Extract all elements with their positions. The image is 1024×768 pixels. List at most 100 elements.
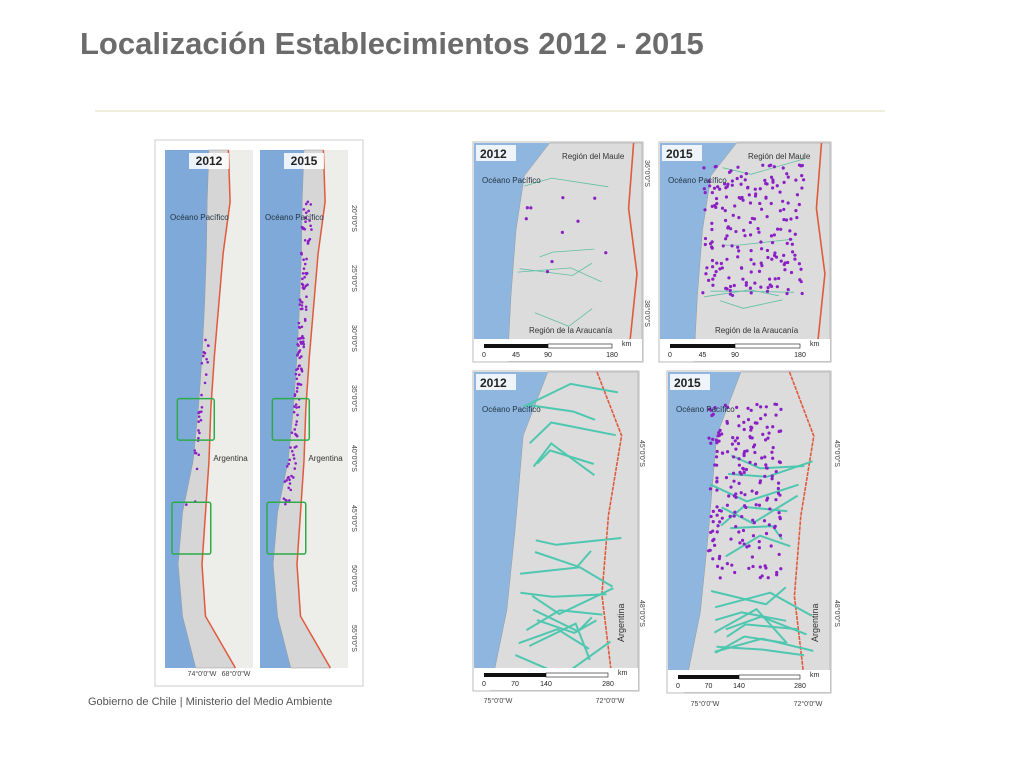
site-dot bbox=[739, 491, 743, 495]
site-dot bbox=[739, 182, 743, 186]
site-dot bbox=[724, 286, 728, 290]
site-dot bbox=[747, 566, 751, 570]
site-dot bbox=[707, 549, 711, 553]
site-dot bbox=[723, 209, 727, 213]
site-dot bbox=[184, 503, 188, 506]
region-line bbox=[710, 290, 795, 293]
site-dot bbox=[604, 251, 608, 255]
site-dot bbox=[715, 513, 719, 517]
slide-title: Localización Establecimientos 2012 - 201… bbox=[80, 26, 704, 61]
scale-label: 180 bbox=[794, 352, 806, 359]
site-dot bbox=[743, 234, 747, 238]
site-dot bbox=[300, 304, 304, 307]
site-dot bbox=[711, 437, 715, 441]
region-line bbox=[529, 421, 616, 445]
site-dot bbox=[771, 425, 775, 429]
site-dot bbox=[749, 270, 753, 274]
site-dot bbox=[524, 217, 528, 221]
site-dot bbox=[713, 406, 717, 410]
site-dot bbox=[724, 237, 728, 241]
site-dot bbox=[795, 193, 800, 197]
scale-unit: km bbox=[810, 341, 820, 348]
site-dot bbox=[295, 390, 299, 393]
site-dot bbox=[786, 260, 790, 265]
site-dot bbox=[738, 541, 742, 545]
site-dot bbox=[284, 502, 287, 506]
site-dot bbox=[734, 447, 738, 451]
site-dot bbox=[297, 382, 301, 386]
site-dot bbox=[769, 284, 774, 288]
site-dot bbox=[763, 178, 767, 182]
year-label: 2015 bbox=[291, 154, 318, 168]
site-dot bbox=[296, 413, 299, 417]
site-dot bbox=[309, 203, 313, 206]
site-dot bbox=[799, 267, 803, 271]
site-dot bbox=[206, 360, 209, 364]
country-label: Argentina bbox=[810, 603, 820, 642]
site-dot bbox=[743, 178, 747, 182]
site-dot bbox=[735, 176, 739, 181]
site-dot bbox=[734, 524, 738, 529]
site-dot bbox=[723, 218, 728, 223]
scale-label: 70 bbox=[705, 683, 713, 690]
site-dot bbox=[763, 455, 767, 459]
site-dot bbox=[301, 334, 304, 338]
site-dot bbox=[707, 436, 711, 440]
site-dot bbox=[773, 277, 777, 281]
scale-label: 0 bbox=[482, 681, 486, 688]
site-dot bbox=[781, 199, 785, 203]
site-dot bbox=[703, 208, 707, 212]
site-dot bbox=[776, 491, 781, 496]
ocean-label: Océano Pacífico bbox=[676, 405, 735, 414]
site-dot bbox=[707, 278, 711, 283]
site-dot bbox=[716, 524, 720, 528]
site-dot bbox=[302, 267, 306, 270]
site-dot bbox=[773, 525, 777, 530]
site-dot bbox=[779, 407, 783, 411]
site-dot bbox=[778, 190, 782, 194]
site-dot bbox=[737, 457, 741, 461]
site-dot bbox=[759, 285, 763, 289]
site-dot bbox=[294, 423, 298, 426]
site-dot bbox=[774, 402, 779, 407]
region-line bbox=[709, 483, 799, 503]
site-dot bbox=[731, 471, 736, 475]
site-dot bbox=[749, 428, 753, 432]
site-dot bbox=[766, 436, 770, 440]
site-dot bbox=[757, 546, 761, 550]
country-label: Argentina bbox=[213, 454, 248, 463]
lat-label: 38°0'0"S bbox=[643, 300, 651, 327]
scale-label: 70 bbox=[511, 681, 519, 688]
site-dot bbox=[529, 206, 533, 210]
ocean-label: Océano Pacífico bbox=[668, 176, 727, 185]
site-dot bbox=[740, 514, 744, 519]
site-dot bbox=[775, 184, 779, 188]
site-dot bbox=[725, 257, 729, 261]
site-dot bbox=[739, 175, 743, 179]
region-line bbox=[534, 308, 593, 327]
site-dot bbox=[765, 496, 770, 500]
region-line bbox=[720, 299, 783, 309]
lon-label: 75°0'0"W bbox=[484, 697, 513, 705]
region-line bbox=[539, 248, 595, 258]
site-dot bbox=[752, 262, 756, 266]
site-dot bbox=[701, 291, 705, 295]
site-dot bbox=[300, 252, 303, 256]
site-dot bbox=[725, 405, 730, 409]
border-line bbox=[815, 142, 826, 340]
site-dot bbox=[771, 445, 775, 450]
site-dot bbox=[707, 179, 711, 183]
site-dot bbox=[199, 418, 203, 422]
site-dot bbox=[750, 216, 754, 221]
site-dot bbox=[777, 552, 781, 557]
site-dot bbox=[727, 494, 731, 498]
site-dot bbox=[304, 216, 307, 219]
site-dot bbox=[734, 229, 738, 234]
site-dot bbox=[550, 259, 554, 264]
site-dot bbox=[735, 436, 740, 440]
country-label: Argentina bbox=[308, 454, 343, 463]
site-dot bbox=[739, 472, 743, 476]
site-dot bbox=[735, 405, 739, 409]
scale-unit: km bbox=[622, 341, 632, 348]
